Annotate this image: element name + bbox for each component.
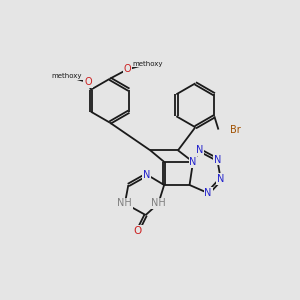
Text: N: N — [214, 154, 221, 165]
Text: N: N — [204, 188, 212, 198]
Text: O: O — [123, 64, 131, 74]
Text: NH: NH — [118, 199, 132, 208]
Text: N: N — [196, 145, 204, 155]
Text: N: N — [143, 169, 151, 180]
Text: methoxy: methoxy — [133, 61, 163, 67]
Text: N: N — [217, 174, 224, 184]
Text: NH: NH — [151, 199, 166, 208]
Text: O: O — [84, 77, 92, 87]
Text: O: O — [134, 226, 142, 236]
Text: Br: Br — [230, 124, 241, 135]
Text: N: N — [189, 157, 197, 167]
Text: methoxy: methoxy — [52, 74, 83, 80]
